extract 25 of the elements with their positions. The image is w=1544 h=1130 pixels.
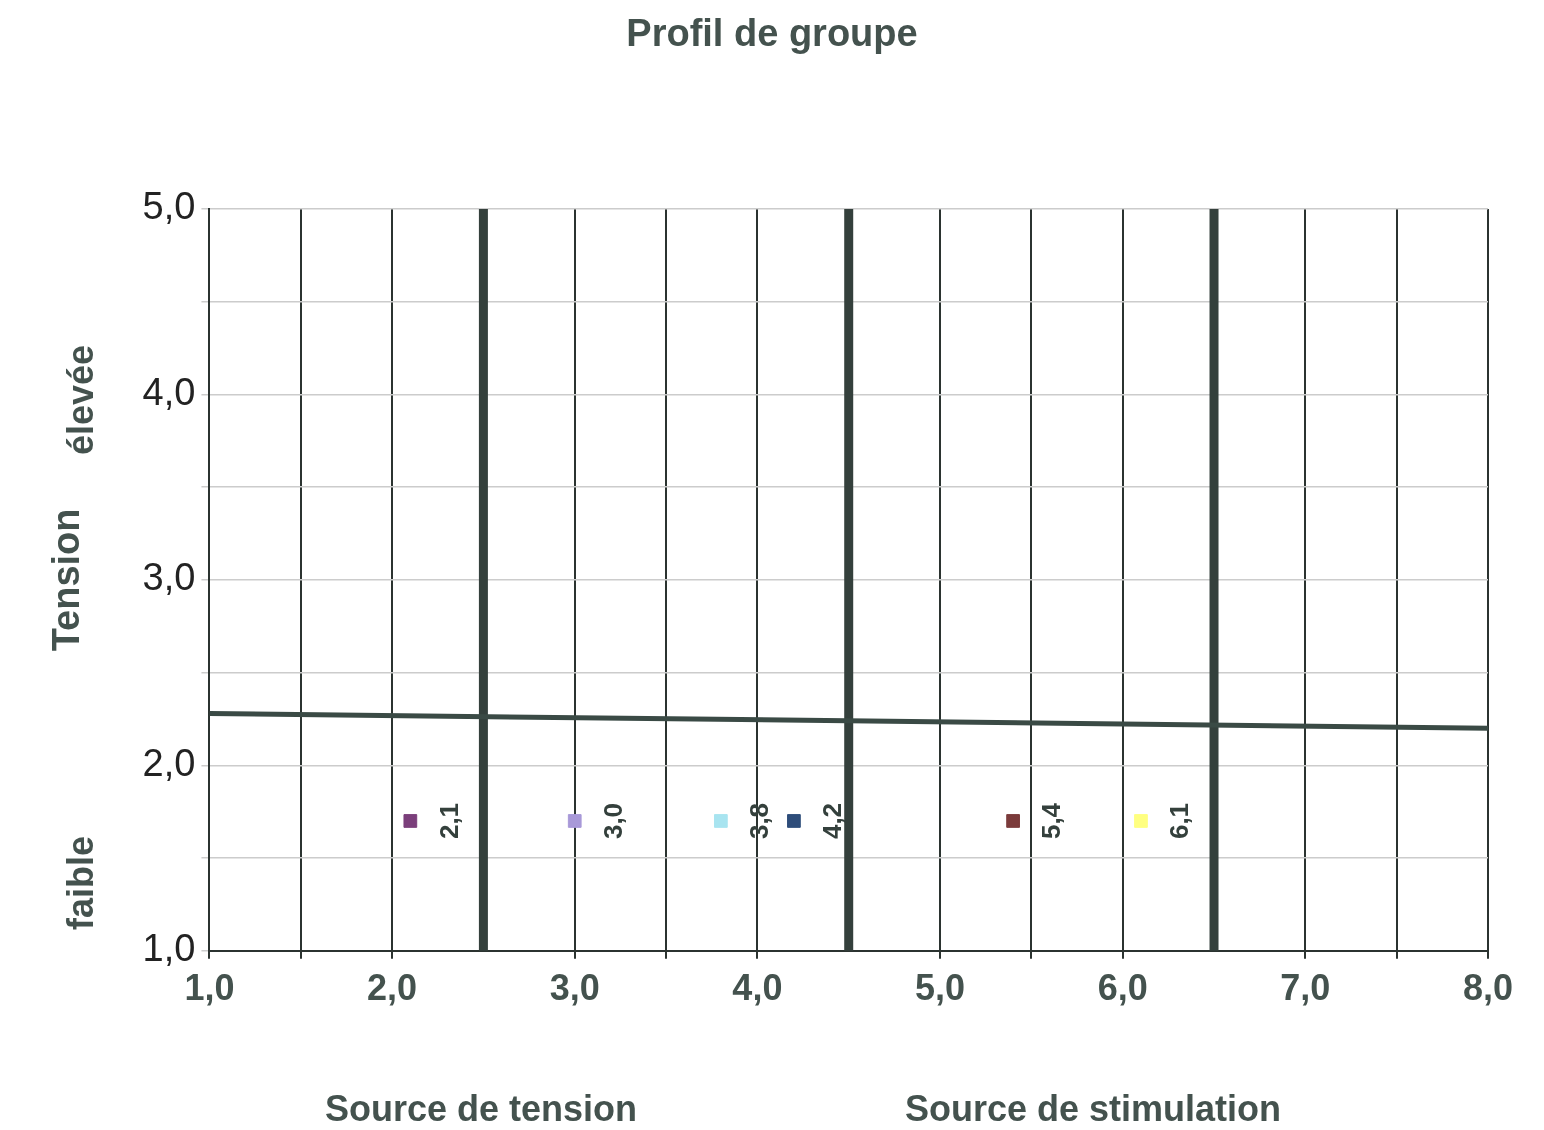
text: faible bbox=[60, 835, 102, 930]
y-tick-label: 4,0 bbox=[142, 370, 196, 413]
y-axis-title: Tension bbox=[45, 508, 88, 652]
annotation: 3,0 bbox=[597, 802, 628, 840]
chart-title: Profil de groupe bbox=[625, 12, 919, 55]
x-tick-label: 6,0 bbox=[1097, 967, 1148, 1009]
source-note: Source de tension bbox=[325, 1088, 638, 1130]
x-tick-label: 3,0 bbox=[549, 967, 600, 1009]
y-tick-label: 5,0 bbox=[142, 185, 196, 228]
x-tick-label: 2,0 bbox=[367, 967, 418, 1009]
x-tick-label: 5,0 bbox=[915, 967, 966, 1009]
y-tick-label: 2,0 bbox=[142, 741, 196, 784]
x-tick-label: 4,0 bbox=[732, 967, 783, 1009]
annotation: 3,8 bbox=[744, 802, 775, 840]
annotation: 5,4 bbox=[1036, 802, 1067, 840]
annotation: 6,1 bbox=[1164, 802, 1195, 840]
text: élevée bbox=[60, 344, 102, 455]
x-tick-label: 7,0 bbox=[1280, 967, 1331, 1009]
source-note: Source de stimulation bbox=[905, 1088, 1282, 1130]
y-tick-label: 3,0 bbox=[142, 556, 196, 599]
x-tick-label: 1,0 bbox=[184, 967, 235, 1009]
y-tick-label: 1,0 bbox=[142, 927, 196, 970]
annotation: 4,2 bbox=[817, 802, 848, 840]
x-tick-label: 8,0 bbox=[1462, 967, 1514, 1009]
annotation: 2,1 bbox=[433, 802, 464, 840]
